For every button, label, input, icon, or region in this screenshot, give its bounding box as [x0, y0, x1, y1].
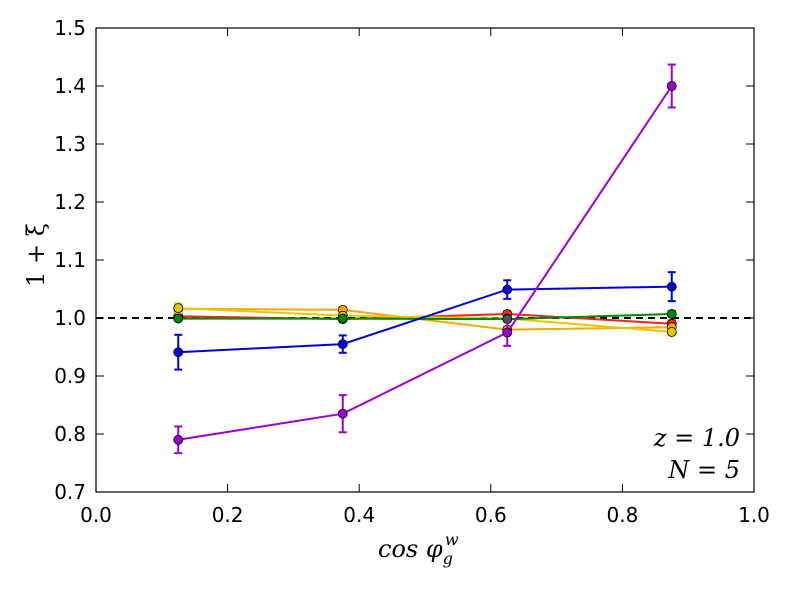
series-line-blue: [178, 285, 672, 354]
plot-frame: [95, 27, 755, 493]
y-tick-label: 0.7: [54, 480, 86, 504]
x-axis-label-subscript: g: [443, 549, 453, 568]
y-tick-label: 1.3: [54, 132, 86, 156]
plot-layer: [96, 63, 754, 455]
data-point-green: [666, 309, 677, 319]
y-axis-label: 1 + ξ: [22, 223, 50, 287]
x-tick-label: 0.4: [343, 503, 375, 527]
data-point-blue: [666, 281, 677, 292]
data-point-blue: [502, 284, 513, 295]
data-point-yellow: [173, 303, 184, 314]
axis-layer: 0.0 0.2 0.4 0.6 0.8 1.0 0.7 0.8 0.9 1.0 1.1 1.2 1.3 1…: [54, 16, 770, 527]
series-line-green: [178, 312, 672, 321]
x-axis-label-main: cos φ: [378, 535, 443, 563]
y-tick-label: 0.8: [54, 422, 86, 446]
y-tick-label: 1.2: [54, 190, 86, 214]
series-purple: [173, 63, 677, 455]
x-tick-label: 0.8: [606, 503, 638, 527]
annotation-redshift: z = 1.0: [653, 424, 740, 452]
x-axis-label-superscript: w: [445, 530, 459, 549]
data-point-green: [173, 313, 184, 324]
y-tick-label: 0.9: [54, 364, 86, 388]
x-axis-label: cos φgw: [378, 530, 459, 568]
data-point-purple: [666, 81, 677, 91]
series-line-purple: [178, 85, 673, 441]
data-point-purple: [502, 327, 513, 338]
x-tick-label: 0.0: [80, 503, 112, 527]
x-tick-label: 1.0: [738, 503, 770, 527]
y-tick-label: 1.0: [54, 306, 86, 330]
y-tick-label: 1.1: [54, 248, 86, 272]
data-point-purple: [337, 408, 348, 419]
x-tick-label: 0.2: [212, 503, 244, 527]
series-blue: [173, 271, 677, 371]
x-tick-label: 0.6: [475, 503, 507, 527]
y-tick-label: 1.5: [54, 16, 86, 40]
annotation-nsigma: N = 5: [667, 456, 740, 484]
data-point-green: [337, 313, 348, 324]
data-point-purple: [173, 434, 184, 445]
y-tick-label: 1.4: [54, 74, 86, 98]
data-point-yellow: [666, 327, 677, 337]
data-point-blue: [337, 339, 348, 350]
data-point-blue: [173, 347, 184, 358]
